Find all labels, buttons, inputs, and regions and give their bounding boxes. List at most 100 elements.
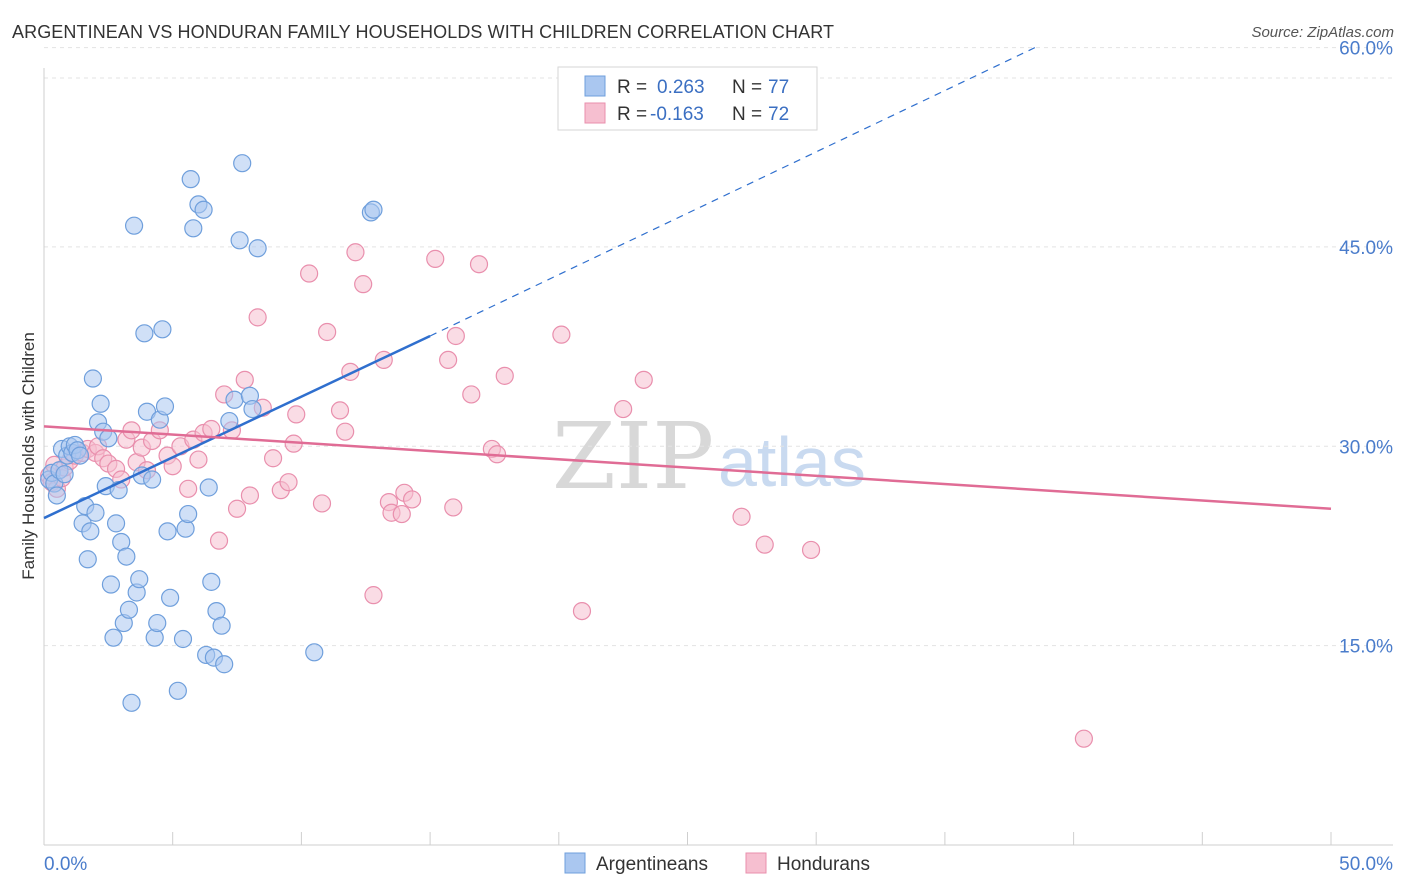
honduran-point-45: [312, 494, 332, 513]
argentinean-point-45: [158, 522, 177, 541]
argentinean-point-71: [364, 200, 383, 219]
honduran-point-47: [330, 401, 350, 420]
honduran-point-48: [336, 422, 355, 441]
argentinean-point-60: [212, 616, 231, 635]
y-tick-label-45: 45.0%: [1339, 238, 1393, 259]
honduran-point-46: [318, 322, 337, 342]
honduran-point-73: [755, 535, 774, 554]
argentinean-point-39: [143, 470, 162, 489]
legend-n-label-1: N =: [732, 77, 762, 98]
honduran-point-61: [444, 498, 463, 517]
legend-n-label-2: N =: [732, 104, 762, 125]
honduran-point-58: [402, 490, 422, 509]
argentinean-point-63: [225, 390, 244, 409]
honduran-point-52: [364, 586, 383, 605]
argentinean-point-3: [47, 486, 66, 505]
legend-n-value-1: 77: [768, 77, 789, 98]
honduran-point-59: [426, 249, 445, 268]
x-ticks: [43, 832, 1332, 845]
bottom-legend-swatch-hondurans: [745, 852, 767, 874]
argentinean-point-17: [83, 369, 103, 388]
argentinean-point-56: [199, 478, 218, 497]
argentinean-point-48: [173, 629, 193, 649]
y-tick-label-60: 60.0%: [1339, 39, 1393, 60]
argentinean-point-57: [202, 572, 221, 591]
legend-swatch-argentineans: [584, 75, 606, 97]
argentinean-point-30: [117, 547, 136, 566]
argentinean-point-68: [248, 239, 267, 258]
argentinean-point-23: [99, 429, 118, 448]
bottom-legend: Argentineans Hondurans: [564, 852, 870, 875]
trend-lines: [43, 47, 1332, 520]
argentinean-point-6: [55, 465, 74, 484]
argentinean-point-37: [135, 324, 154, 343]
honduran-point-30: [202, 419, 221, 439]
legend-r-value-2: -0.163: [650, 104, 704, 125]
honduran-point-28: [189, 450, 208, 469]
argentinean-point-65: [233, 154, 252, 173]
argentineans-trend-line: [43, 334, 431, 520]
legend-r-label-1: R =: [617, 77, 647, 98]
y-ticks: 15.0% 30.0% 45.0% 60.0%: [1339, 39, 1393, 658]
argentinean-point-16: [81, 522, 100, 541]
argentinean-point-15: [78, 550, 97, 569]
watermark-atlas: atlas: [718, 423, 866, 501]
legend-r-value-1: 0.263: [657, 77, 705, 98]
honduran-point-75: [1074, 729, 1093, 748]
honduran-point-39: [263, 449, 283, 468]
argentinean-point-20: [91, 394, 110, 413]
honduran-point-56: [392, 504, 411, 524]
argentinean-point-18: [86, 503, 105, 522]
argentinean-point-67: [243, 399, 262, 419]
argentinean-point-61: [215, 655, 234, 674]
argentinean-point-41: [148, 613, 167, 633]
honduran-point-71: [634, 370, 653, 389]
argentinean-point-33: [124, 216, 144, 235]
argentinean-point-51: [181, 170, 200, 189]
honduran-point-26: [179, 479, 198, 498]
argentinean-point-52: [184, 219, 203, 238]
honduran-point-62: [446, 326, 465, 346]
bottom-legend-label-hondurans: Hondurans: [777, 854, 870, 875]
honduran-point-41: [279, 473, 298, 492]
honduran-point-37: [248, 308, 267, 327]
x-tick-label-max: 50.0%: [1339, 854, 1393, 875]
argentinean-point-31: [119, 600, 139, 619]
argentinean-point-35: [130, 570, 149, 589]
argentinean-point-26: [106, 514, 126, 533]
y-tick-label-15: 15.0%: [1339, 637, 1393, 658]
honduran-point-60: [439, 350, 458, 370]
watermark-zip: ZIP: [552, 403, 714, 510]
honduran-point-50: [346, 243, 365, 262]
honduran-point-68: [552, 325, 571, 344]
legend: R = 0.263 N = 77 R = -0.163 N = 72: [557, 66, 818, 131]
honduran-point-69: [572, 601, 592, 621]
argentinean-point-32: [122, 693, 141, 712]
argentinean-point-47: [168, 681, 187, 700]
source-label: Source: ZipAtlas.com: [1251, 24, 1394, 41]
argentinean-point-25: [104, 628, 123, 647]
honduran-point-64: [469, 255, 489, 274]
argentinean-point-12: [70, 446, 90, 465]
honduran-point-34: [227, 499, 247, 518]
argentinean-point-69: [305, 643, 324, 662]
honduran-point-44: [300, 264, 319, 283]
honduran-point-51: [354, 275, 373, 294]
x-tick-label-min: 0.0%: [44, 854, 87, 875]
y-tick-label-30: 30.0%: [1339, 437, 1393, 458]
axes: [43, 68, 1393, 846]
legend-r-label-2: R =: [617, 104, 647, 125]
legend-n-value-2: 72: [768, 104, 789, 125]
honduran-point-72: [732, 507, 751, 526]
bottom-legend-label-argentineans: Argentineans: [596, 854, 708, 875]
gridlines: [44, 47, 1393, 647]
argentinean-point-46: [161, 588, 180, 607]
argentinean-point-44: [155, 397, 175, 416]
chart-title: ARGENTINEAN VS HONDURAN FAMILY HOUSEHOLD…: [12, 22, 835, 42]
argentinean-point-50: [179, 504, 198, 524]
honduran-point-74: [801, 540, 821, 560]
honduran-point-67: [495, 366, 514, 385]
argentinean-point-43: [153, 320, 172, 339]
argentineans-points: [40, 154, 383, 712]
